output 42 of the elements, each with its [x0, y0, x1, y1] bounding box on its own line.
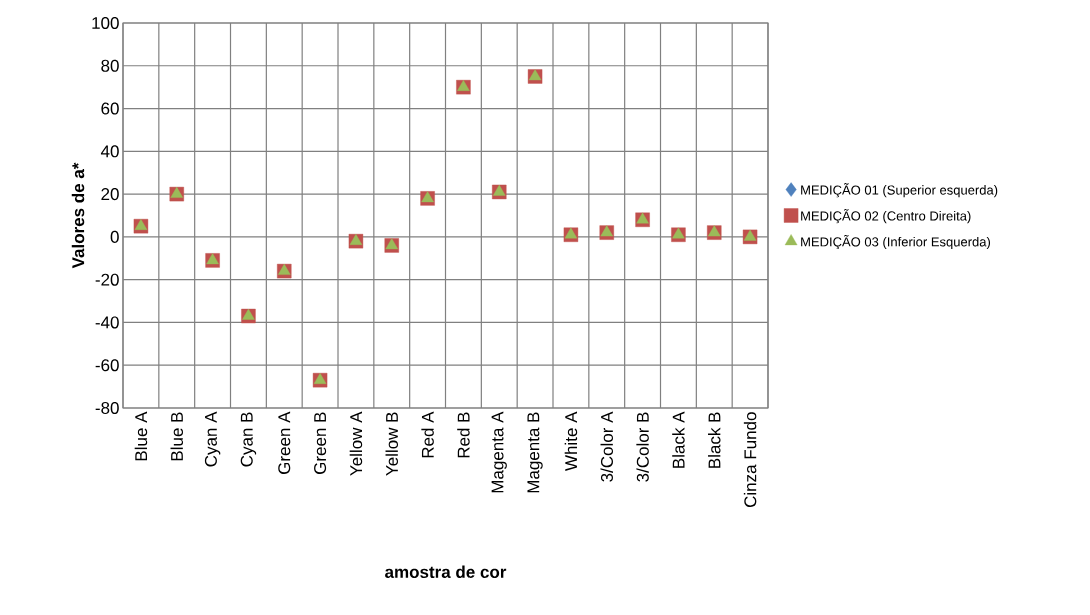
y-axis-title: Valores de a*: [71, 162, 85, 269]
x-tick-label: Yellow A: [349, 411, 363, 476]
y-tick-label: 0: [110, 230, 119, 243]
y-tick-label: -80: [95, 401, 119, 415]
x-tick-label: Magenta B: [527, 412, 543, 493]
legend-label: MEDIÇÃO 02 (Centro Direita): [801, 209, 971, 224]
y-tick-label: 40: [100, 145, 119, 158]
point: [313, 372, 327, 384]
y-tick-label: -60: [95, 359, 119, 372]
x-tick-label: 3/Color A: [600, 411, 613, 482]
x-tick-label: Blue A: [134, 411, 148, 461]
point: [349, 233, 363, 245]
x-tick-label: Green B: [314, 412, 327, 474]
x-tick-label: White A: [564, 411, 578, 471]
point: [457, 79, 470, 91]
x-tick-label: Yellow B: [385, 412, 398, 476]
y-tick-label: 80: [101, 59, 119, 72]
x-tick-label: 3/Color B: [636, 412, 649, 482]
x-tick-label: Cyan A: [204, 411, 221, 467]
point: [134, 218, 148, 230]
x-tick-label: Blue B: [170, 412, 184, 461]
x-tick-label: Red A: [421, 411, 434, 458]
y-tick-label: 100: [92, 16, 119, 30]
x-tick-label: Cinza Fundo: [743, 412, 757, 508]
x-tick-label: Magenta A: [491, 411, 507, 493]
x-tick-label: Black A: [672, 411, 685, 468]
point: [492, 184, 506, 196]
x-tick-label: Green A: [278, 411, 291, 474]
point: [242, 308, 255, 320]
y-tick-label: 60: [101, 102, 119, 115]
x-tick-label: Black B: [708, 412, 721, 468]
point: [170, 186, 184, 198]
y-tick-label: 20: [101, 188, 119, 201]
legend-label: MEDIÇÃO 01 (Superior esquerda): [801, 183, 998, 198]
point: [743, 229, 757, 241]
y-tick-label: -40: [95, 316, 119, 329]
x-tick-label: Red B: [457, 412, 470, 458]
legend-label: MEDIÇÃO 03 (Inferior Esquerda): [801, 234, 991, 250]
x-axis-title: amostra de cor: [385, 565, 507, 579]
x-tick-label: Cyan B: [240, 412, 257, 467]
y-tick-label: -20: [95, 273, 119, 286]
point: [278, 263, 291, 275]
